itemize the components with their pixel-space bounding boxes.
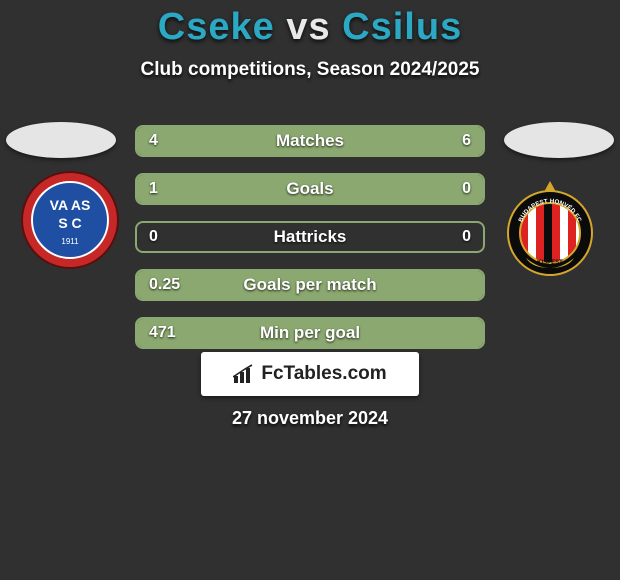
stat-label: Matches bbox=[137, 127, 483, 155]
player1-name: Cseke bbox=[158, 6, 275, 48]
stat-row-goals: 1 Goals 0 bbox=[135, 173, 485, 205]
stat-val-right: 6 bbox=[462, 127, 471, 155]
club-badge-right: BUDAPEST HONVÉD FC KISPEST bbox=[500, 178, 600, 283]
stat-row-min-per-goal: 471 Min per goal bbox=[135, 317, 485, 349]
bar-chart-icon bbox=[233, 364, 255, 384]
title: Cseke vs Csilus bbox=[0, 0, 620, 49]
photo-placeholder-left bbox=[6, 122, 116, 158]
stat-label: Goals bbox=[137, 175, 483, 203]
stat-row-matches: 4 Matches 6 bbox=[135, 125, 485, 157]
svg-text:1911: 1911 bbox=[61, 237, 79, 246]
photo-placeholder-right bbox=[504, 122, 614, 158]
date: 27 november 2024 bbox=[0, 408, 620, 429]
stat-row-hattricks: 0 Hattricks 0 bbox=[135, 221, 485, 253]
subtitle: Club competitions, Season 2024/2025 bbox=[0, 59, 620, 81]
svg-text:S C: S C bbox=[58, 215, 81, 231]
brand-text: FcTables.com bbox=[261, 363, 386, 385]
stat-val-right: 0 bbox=[462, 223, 471, 251]
svg-text:VA AS: VA AS bbox=[50, 197, 91, 213]
stat-val-right: 0 bbox=[462, 175, 471, 203]
stat-label: Hattricks bbox=[137, 223, 483, 251]
vasas-sc-badge-icon: VA AS S C 1911 bbox=[20, 170, 120, 270]
club-badge-left: VA AS S C 1911 bbox=[20, 170, 120, 275]
player2-name: Csilus bbox=[342, 6, 462, 48]
stat-label: Min per goal bbox=[137, 319, 483, 347]
brand-box: FcTables.com bbox=[201, 352, 419, 396]
svg-text:KISPEST: KISPEST bbox=[537, 260, 563, 266]
comparison-card: Cseke vs Csilus Club competitions, Seaso… bbox=[0, 0, 620, 580]
stat-label: Goals per match bbox=[137, 271, 483, 299]
stats-panel: 4 Matches 6 1 Goals 0 0 Hattricks 0 0.25… bbox=[135, 125, 485, 365]
budapest-honved-badge-icon: BUDAPEST HONVÉD FC KISPEST bbox=[500, 178, 600, 278]
title-vs: vs bbox=[286, 6, 330, 48]
stat-row-goals-per-match: 0.25 Goals per match bbox=[135, 269, 485, 301]
